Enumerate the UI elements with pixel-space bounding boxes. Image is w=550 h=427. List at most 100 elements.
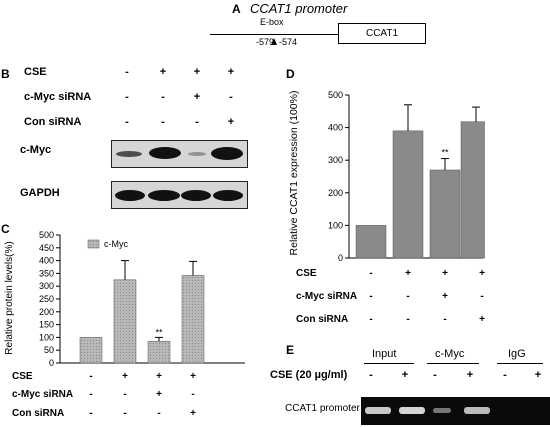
b-sign: +	[193, 66, 201, 78]
e-group-igg: IgG	[508, 348, 526, 360]
e-group-underline	[497, 363, 543, 364]
e-gel-label: CCAT1 promoter	[285, 403, 360, 414]
blot-band	[213, 190, 243, 201]
c-y-tick-label: 300	[39, 281, 54, 291]
b-row-label-cse: CSE	[24, 66, 47, 78]
panel-d-label: D	[286, 67, 295, 81]
c-y-tick-label: 50	[44, 345, 54, 355]
chip-gel	[361, 397, 550, 425]
chart-d: Relative CCAT1 expression (100%) 0 100 200…	[288, 90, 485, 263]
promoter-title: CCAT1 promoter	[250, 1, 348, 16]
b-row-label-con-sirna: Con siRNA	[24, 116, 82, 128]
blot-band	[115, 190, 145, 201]
blot-band	[181, 190, 211, 201]
d-significance: **	[441, 148, 449, 158]
d-row-label-cse: CSE	[296, 268, 317, 279]
e-group-underline	[427, 363, 479, 364]
b-sign: +	[227, 66, 235, 78]
ebox-pos-579: -579	[256, 37, 275, 47]
e-sign: +	[466, 369, 474, 381]
d-row-label-cmyc-sirna: c-Myc siRNA	[296, 291, 358, 302]
c-bar	[79, 337, 103, 364]
b-sign: +	[227, 116, 235, 128]
c-y-tick-label: 200	[39, 307, 54, 317]
d-ylabel: Relative CCAT1 expression (100%)	[288, 91, 300, 256]
panel-b-label: B	[1, 67, 10, 81]
d-y-tick-label: 100	[328, 220, 343, 230]
d-row-label-con-sirna: Con siRNA	[296, 314, 349, 325]
c-row-label-cse: CSE	[12, 371, 33, 382]
panel-e-label: E	[286, 343, 295, 357]
c-sign: -	[89, 408, 93, 419]
c-sign: +	[156, 371, 162, 382]
c-significance: **	[155, 327, 163, 337]
d-y-tick-label: 400	[328, 123, 343, 133]
b-sign: -	[125, 91, 129, 103]
ebox-label: E-box	[260, 17, 284, 27]
ebox-pos-574: -574	[279, 37, 298, 47]
d-sign: -	[369, 291, 373, 302]
d-bar	[355, 225, 387, 259]
d-sign: -	[369, 314, 373, 325]
b-sign: +	[159, 66, 167, 78]
promoter-line	[210, 34, 338, 35]
d-y-tick-label: 0	[338, 253, 343, 263]
e-sign: +	[401, 369, 409, 381]
d-y-tick-label: 300	[328, 155, 343, 165]
b-row-label-cmyc-sirna: c-Myc siRNA	[24, 91, 92, 103]
c-y-tick-label: 100	[39, 332, 54, 342]
blot-band	[116, 151, 142, 157]
blot-band	[188, 152, 206, 156]
b-sign: -	[125, 66, 129, 78]
b-sign: -	[161, 116, 165, 128]
blot-band	[211, 147, 243, 160]
blot-label-cmyc: c-Myc	[20, 144, 52, 156]
c-y-tick-label: 400	[39, 256, 54, 266]
d-sign: +	[442, 291, 448, 302]
c-sign: -	[123, 389, 127, 400]
gel-band	[433, 408, 451, 413]
panel-c-label: C	[1, 222, 10, 236]
gel-band	[365, 407, 391, 414]
c-y-tick-label: 350	[39, 268, 54, 278]
c-y-tick-label: 250	[39, 294, 54, 304]
ebox-arrow-icon	[271, 38, 277, 45]
e-sign: -	[369, 369, 373, 381]
western-blot-cmyc	[111, 140, 248, 168]
c-legend-swatch	[87, 239, 100, 249]
c-sign: -	[123, 408, 127, 419]
c-ylabel: Relative protein levels(%)	[4, 241, 15, 354]
d-sign: +	[479, 314, 485, 325]
e-group-underline	[364, 363, 414, 364]
c-sign: -	[191, 389, 195, 400]
c-row-label-cmyc-sirna: c-Myc siRNA	[12, 389, 74, 400]
e-cse-label: CSE (20 µg/ml)	[270, 369, 348, 381]
e-sign: -	[503, 369, 507, 381]
d-sign: -	[369, 268, 373, 279]
b-sign: +	[193, 91, 201, 103]
gel-band	[464, 407, 490, 414]
b-sign: -	[125, 116, 129, 128]
gel-band	[399, 407, 425, 414]
d-sign: -	[406, 291, 410, 302]
b-sign: -	[229, 91, 233, 103]
c-y-tick-label: 500	[39, 230, 54, 240]
d-sign: -	[406, 314, 410, 325]
blot-label-gapdh: GAPDH	[20, 187, 60, 199]
d-bar	[460, 121, 485, 259]
c-y-tick-label: 0	[49, 358, 54, 368]
c-sign: +	[122, 371, 128, 382]
b-sign: -	[195, 116, 199, 128]
blot-band	[149, 147, 181, 159]
c-y-tick-label: 150	[39, 320, 54, 330]
e-group-cmyc: c-Myc	[435, 348, 465, 360]
d-bar	[392, 130, 424, 259]
d-sign: -	[443, 314, 447, 325]
ccat1-gene-box: CCAT1	[338, 23, 426, 44]
d-sign: +	[405, 268, 411, 279]
chart-c: Relative protein levels(%) 0 50 100 150 200 2…	[4, 230, 245, 368]
e-sign: +	[534, 369, 542, 381]
c-legend-label: c-Myc	[104, 239, 128, 249]
b-sign: -	[161, 91, 165, 103]
blot-band	[148, 190, 180, 201]
